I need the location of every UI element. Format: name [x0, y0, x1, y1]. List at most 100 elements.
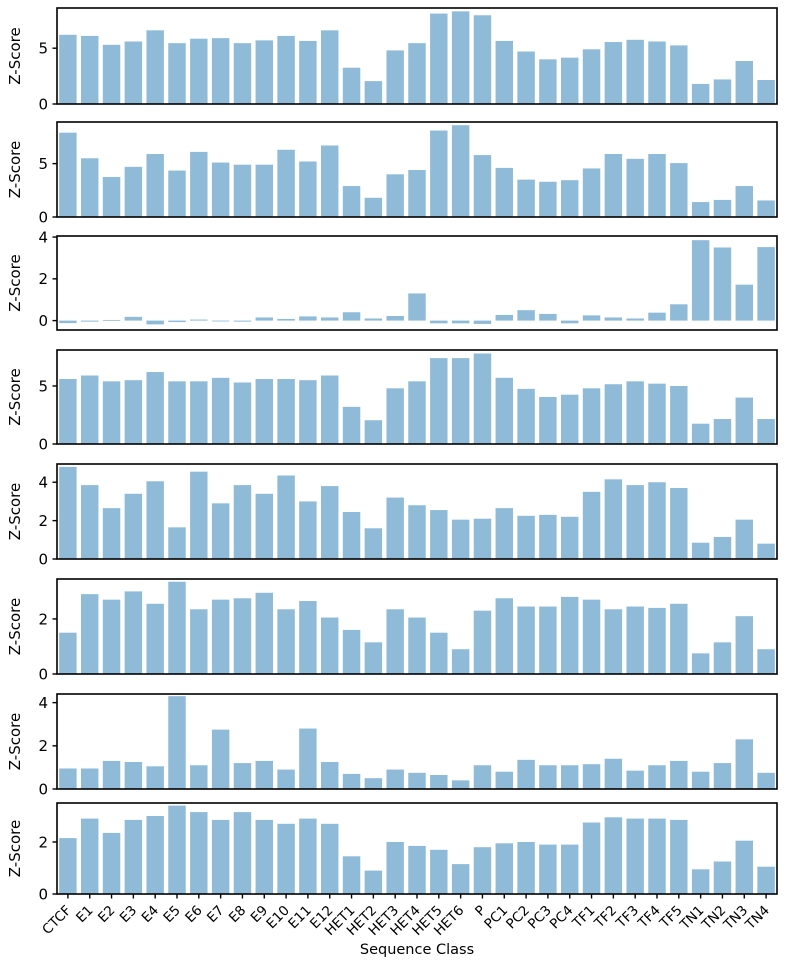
bar: [124, 380, 143, 444]
bar: [168, 170, 186, 217]
bar: [299, 40, 317, 104]
panel-frame: [56, 235, 778, 331]
x-tick-label: TN4: [742, 903, 773, 934]
bar: [517, 310, 535, 321]
bar: [364, 81, 383, 104]
bar: [124, 493, 143, 559]
bar: [561, 516, 579, 559]
bar: [190, 471, 208, 559]
bar: [255, 819, 273, 894]
bar: [59, 838, 77, 894]
bar: [386, 497, 404, 559]
bar: [233, 485, 252, 559]
y-axis-label: Z-Score: [6, 27, 24, 84]
bar: [648, 765, 666, 789]
bar: [626, 381, 644, 444]
bar: [408, 772, 426, 789]
bar: [124, 316, 143, 321]
bar: [102, 381, 121, 444]
bar: [321, 375, 339, 444]
bar: [81, 594, 99, 674]
bar: [604, 758, 623, 789]
bar: [430, 774, 448, 789]
y-axis-label: Z-Score: [6, 141, 24, 198]
bar: [124, 41, 143, 104]
bar: [713, 247, 732, 321]
bar: [582, 491, 601, 559]
bar: [146, 320, 164, 325]
bar: [342, 773, 361, 789]
bar: [190, 812, 208, 894]
bar: [190, 151, 208, 217]
bar: [473, 353, 492, 444]
bar: [255, 592, 273, 674]
bar: [255, 379, 273, 444]
bar: [364, 318, 383, 321]
bar: [408, 293, 426, 321]
bar: [626, 606, 644, 674]
bar: [321, 145, 339, 217]
bar: [451, 780, 470, 789]
bar: [364, 528, 383, 559]
bar: [299, 161, 317, 217]
bar: [648, 312, 666, 321]
bar: [102, 832, 121, 894]
bar: [81, 375, 99, 444]
bar: [691, 240, 710, 321]
bar: [277, 823, 295, 894]
bar: [713, 536, 732, 559]
bar: [190, 381, 208, 444]
bar: [211, 599, 230, 674]
bar: [691, 202, 710, 217]
bar: [473, 765, 492, 789]
bar: [233, 598, 252, 674]
bar: [299, 601, 317, 674]
bar: [539, 59, 557, 104]
bar: [277, 609, 295, 674]
bar: [408, 845, 426, 894]
bar: [582, 315, 601, 321]
y-tick-label: 2: [38, 270, 48, 288]
y-tick-label: 2: [38, 610, 48, 628]
bar: [561, 57, 579, 104]
bar: [364, 420, 383, 444]
bar: [648, 41, 666, 104]
bar: [102, 319, 121, 321]
bar: [168, 581, 186, 674]
bar: [408, 617, 426, 674]
x-tick-label: E1: [73, 903, 96, 926]
bar: [451, 864, 470, 894]
bar: [648, 383, 666, 444]
bar: [59, 132, 77, 217]
bar: [102, 508, 121, 559]
bar: [735, 284, 753, 321]
bar: [255, 317, 273, 321]
y-axis-label: Z-Score: [6, 254, 24, 311]
y-axis-label: Z-Score: [6, 598, 24, 655]
y-tick-label: 0: [38, 780, 48, 798]
bar: [233, 164, 252, 217]
bar: [342, 856, 361, 894]
bar: [430, 632, 448, 674]
bar: [735, 397, 753, 444]
bar: [342, 511, 361, 559]
bar: [102, 44, 121, 104]
bar: [451, 519, 470, 559]
bar: [757, 866, 775, 894]
bar: [102, 176, 121, 217]
bar: [190, 319, 208, 321]
bar: [211, 729, 230, 790]
bar: [473, 320, 492, 324]
bar: [59, 632, 77, 674]
bar: [364, 870, 383, 894]
bar: [386, 50, 404, 104]
bar: [190, 38, 208, 105]
bar: [670, 45, 688, 104]
bar: [473, 155, 492, 217]
bar: [277, 475, 295, 559]
bar: [277, 35, 295, 104]
bar: [299, 380, 317, 444]
bar: [691, 869, 710, 894]
bar: [124, 762, 143, 789]
